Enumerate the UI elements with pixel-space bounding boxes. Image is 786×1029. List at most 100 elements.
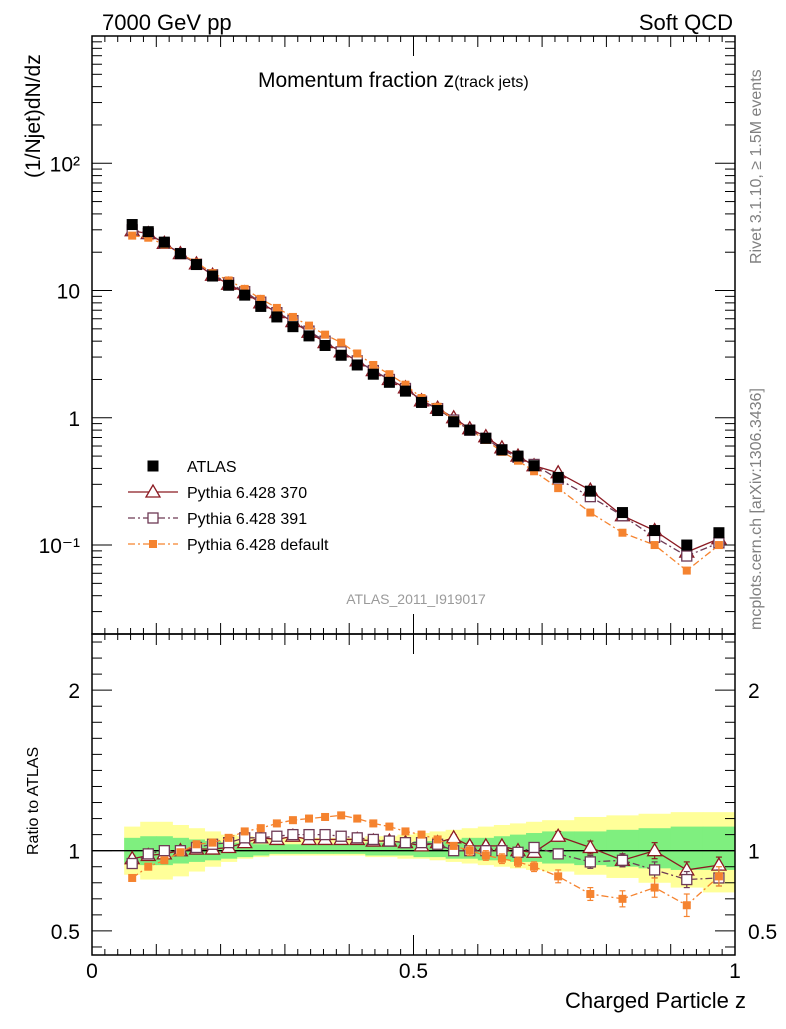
data-point — [554, 484, 563, 493]
data-point — [190, 259, 202, 271]
data-point — [401, 380, 410, 389]
ratio-y-tick-label-left: 1 — [68, 841, 80, 864]
ratio-point — [272, 819, 281, 828]
ratio-point — [616, 854, 629, 866]
data-point — [144, 233, 153, 242]
data-point — [432, 405, 444, 417]
data-point — [584, 485, 596, 497]
band-inner-segment — [252, 844, 270, 856]
ratio-point — [682, 901, 691, 910]
ratio-point — [618, 894, 627, 903]
legend-item-0: ATLAS — [147, 459, 237, 476]
legend: ATLAS Pythia 6.428 370 Pythia 6.428 391 Pyt… — [128, 459, 329, 554]
ratio-point — [288, 816, 297, 825]
band-inner-segment — [317, 844, 334, 854]
data-point — [142, 226, 154, 238]
ratio-point — [351, 832, 363, 844]
band-inner-segment — [268, 844, 286, 854]
band-inner-segment — [300, 844, 318, 854]
data-point — [616, 507, 628, 519]
ratio-point — [176, 848, 185, 857]
ratio-point — [554, 872, 563, 881]
y-tick-label: 10⁻¹ — [39, 535, 80, 558]
data-point — [272, 303, 281, 312]
legend-item-2: Pythia 6.428 391 — [128, 511, 307, 528]
ratio-point — [681, 873, 693, 886]
ratio-point — [305, 814, 314, 823]
ratio-point — [550, 827, 567, 842]
legend-item-3: Pythia 6.428 default — [128, 537, 329, 554]
data-point — [305, 321, 314, 330]
analysis-id: ATLAS_2011_I919017 — [346, 591, 486, 607]
data-point — [239, 289, 251, 301]
ratio-panel: 0 0.5 1 0.5 0.5 1 1 2 2 Ratio to ATLAS Charged P… — [25, 633, 777, 1013]
ratio-point — [353, 814, 362, 823]
main-title-text: Momentum fraction z — [258, 69, 454, 92]
ratio-point — [144, 862, 153, 871]
data-point — [351, 359, 363, 371]
ratio-point — [512, 846, 524, 858]
ratio-point — [256, 824, 265, 833]
ratio-point — [399, 837, 412, 849]
side-text-bottom: mcplots.cern.ch [arXiv:1306.3436] — [748, 388, 765, 630]
ratio-point — [271, 830, 283, 842]
main-panel: 10⁻¹ 1 10 10² Momentum fraction z(track jet… — [22, 35, 736, 635]
ratio-point — [584, 856, 596, 868]
ratio-y-tick-label-left: 0.5 — [51, 921, 80, 944]
data-point — [240, 284, 249, 293]
data-point — [552, 471, 564, 483]
data-point — [682, 566, 691, 575]
ratio-y-tick-label-left: 2 — [68, 680, 80, 703]
data-point — [158, 236, 170, 248]
data-point — [586, 508, 595, 517]
ratio-point — [224, 833, 233, 842]
data-point — [714, 541, 723, 550]
ratio-point — [142, 848, 154, 860]
data-point — [649, 525, 661, 537]
data-point — [353, 349, 362, 358]
data-point — [681, 550, 693, 562]
y-tick-label: 10 — [57, 281, 80, 304]
data-point — [321, 330, 330, 339]
data-point — [416, 396, 428, 408]
y-tick-label: 10² — [50, 153, 80, 176]
data-point — [464, 424, 476, 436]
ratio-point — [646, 842, 663, 857]
data-point — [399, 385, 411, 397]
ratio-point — [586, 890, 595, 899]
ratio-point — [401, 827, 410, 836]
legend-marker — [149, 540, 157, 548]
data-point — [271, 311, 283, 323]
data-point — [256, 294, 265, 303]
data-point — [369, 360, 378, 369]
ratio-point — [158, 845, 170, 857]
legend-marker — [147, 512, 159, 524]
data-point — [496, 444, 508, 456]
legend-label: Pythia 6.428 370 — [187, 485, 307, 502]
main-title: Momentum fraction z(track jets) — [258, 69, 529, 92]
header-right: Soft QCD — [639, 10, 733, 35]
ratio-point — [465, 846, 474, 855]
ratio-point — [449, 841, 458, 850]
band-inner-segment — [333, 844, 350, 854]
ratio-point — [240, 827, 249, 836]
data-point — [126, 219, 138, 231]
ratio-point — [383, 835, 396, 847]
ratio-point — [650, 883, 659, 892]
ratio-point — [497, 854, 506, 863]
ratio-y-tick-label-right: 0.5 — [748, 921, 777, 944]
legend-label: Pythia 6.428 default — [187, 537, 329, 554]
data-point — [288, 312, 297, 321]
data-point — [448, 416, 460, 428]
ratio-point — [128, 873, 137, 882]
ratio-point — [287, 828, 299, 841]
legend-label: ATLAS — [187, 459, 237, 476]
legend-marker — [147, 460, 159, 472]
ratio-point — [552, 848, 564, 860]
x-tick-label: 1 — [729, 960, 741, 983]
data-point — [335, 349, 347, 361]
x-tick-label: 0 — [86, 960, 98, 983]
data-point — [385, 370, 394, 379]
band-inner-segment — [349, 844, 366, 854]
